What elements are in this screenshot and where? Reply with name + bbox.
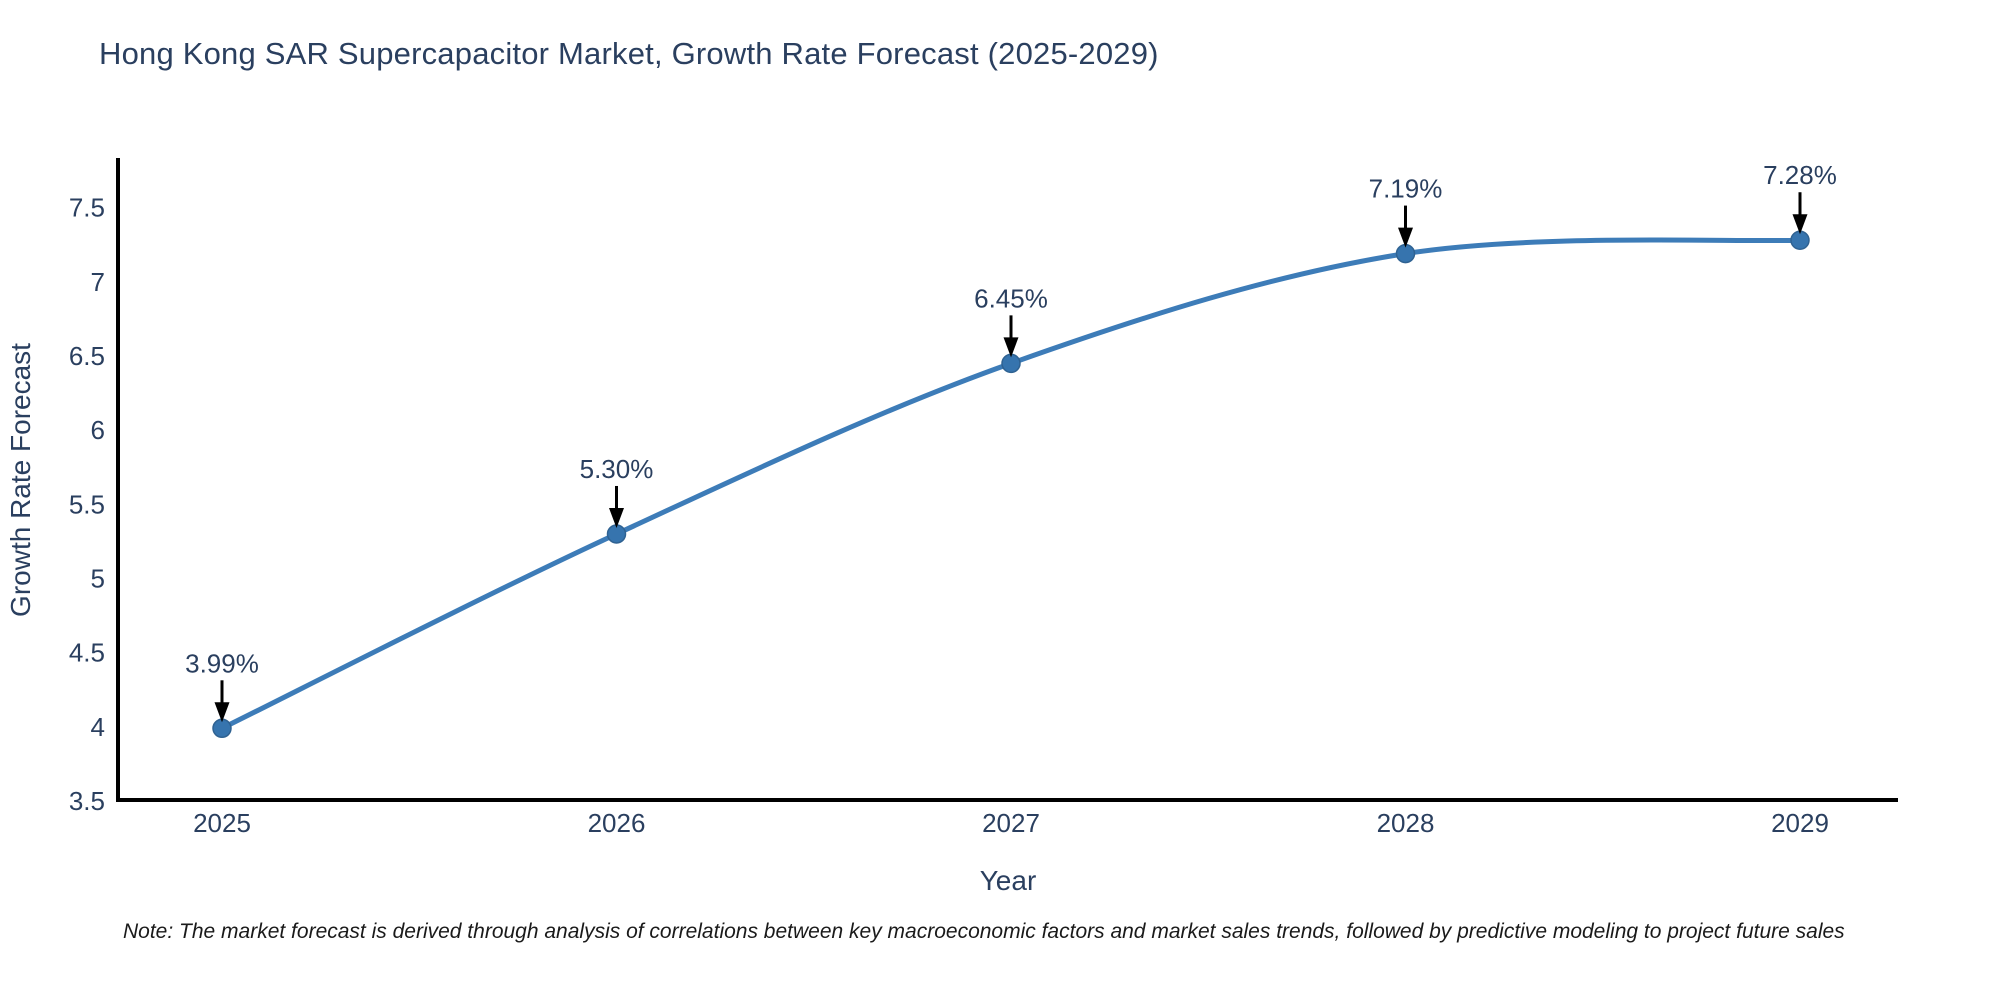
- x-tick-label: 2026: [588, 808, 646, 838]
- y-tick-label: 4.5: [69, 638, 105, 668]
- y-tick-label: 5: [91, 563, 105, 593]
- data-point-label: 7.28%: [1763, 160, 1837, 190]
- annotation-arrowhead-icon: [214, 702, 230, 723]
- y-tick-label: 4: [91, 712, 105, 742]
- y-tick-label: 6: [91, 415, 105, 445]
- data-point-label: 3.99%: [185, 648, 259, 678]
- data-point-label: 5.30%: [580, 454, 654, 484]
- y-tick-label: 7: [91, 267, 105, 297]
- x-tick-label: 2028: [1377, 808, 1435, 838]
- annotation-arrowhead-icon: [1792, 214, 1808, 235]
- annotation-arrowhead-icon: [1003, 337, 1019, 358]
- y-axis-title: Growth Rate Forecast: [5, 343, 36, 617]
- y-tick-label: 3.5: [69, 786, 105, 816]
- footnote: Note: The market forecast is derived thr…: [123, 920, 1845, 943]
- y-tick-label: 7.5: [69, 193, 105, 223]
- y-tick-label: 6.5: [69, 341, 105, 371]
- data-point-label: 7.19%: [1369, 174, 1443, 204]
- chart-title: Hong Kong SAR Supercapacitor Market, Gro…: [99, 36, 1159, 71]
- data-point-label: 6.45%: [974, 283, 1048, 313]
- x-tick-label: 2027: [982, 808, 1040, 838]
- x-tick-label: 2029: [1771, 808, 1829, 838]
- y-tick-label: 5.5: [69, 489, 105, 519]
- x-axis-title: Year: [980, 865, 1037, 896]
- annotation-arrowhead-icon: [1398, 227, 1413, 248]
- annotation-arrowhead-icon: [609, 507, 624, 528]
- plot-area: 3.5 4 4.5 5 5.5 6 6.5 7 7.5 2025 2026 2027 2028 2029 3…: [69, 160, 1837, 838]
- x-tick-label: 2025: [193, 808, 251, 838]
